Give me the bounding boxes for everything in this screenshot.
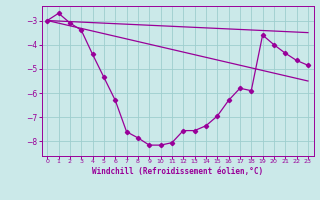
X-axis label: Windchill (Refroidissement éolien,°C): Windchill (Refroidissement éolien,°C) xyxy=(92,167,263,176)
